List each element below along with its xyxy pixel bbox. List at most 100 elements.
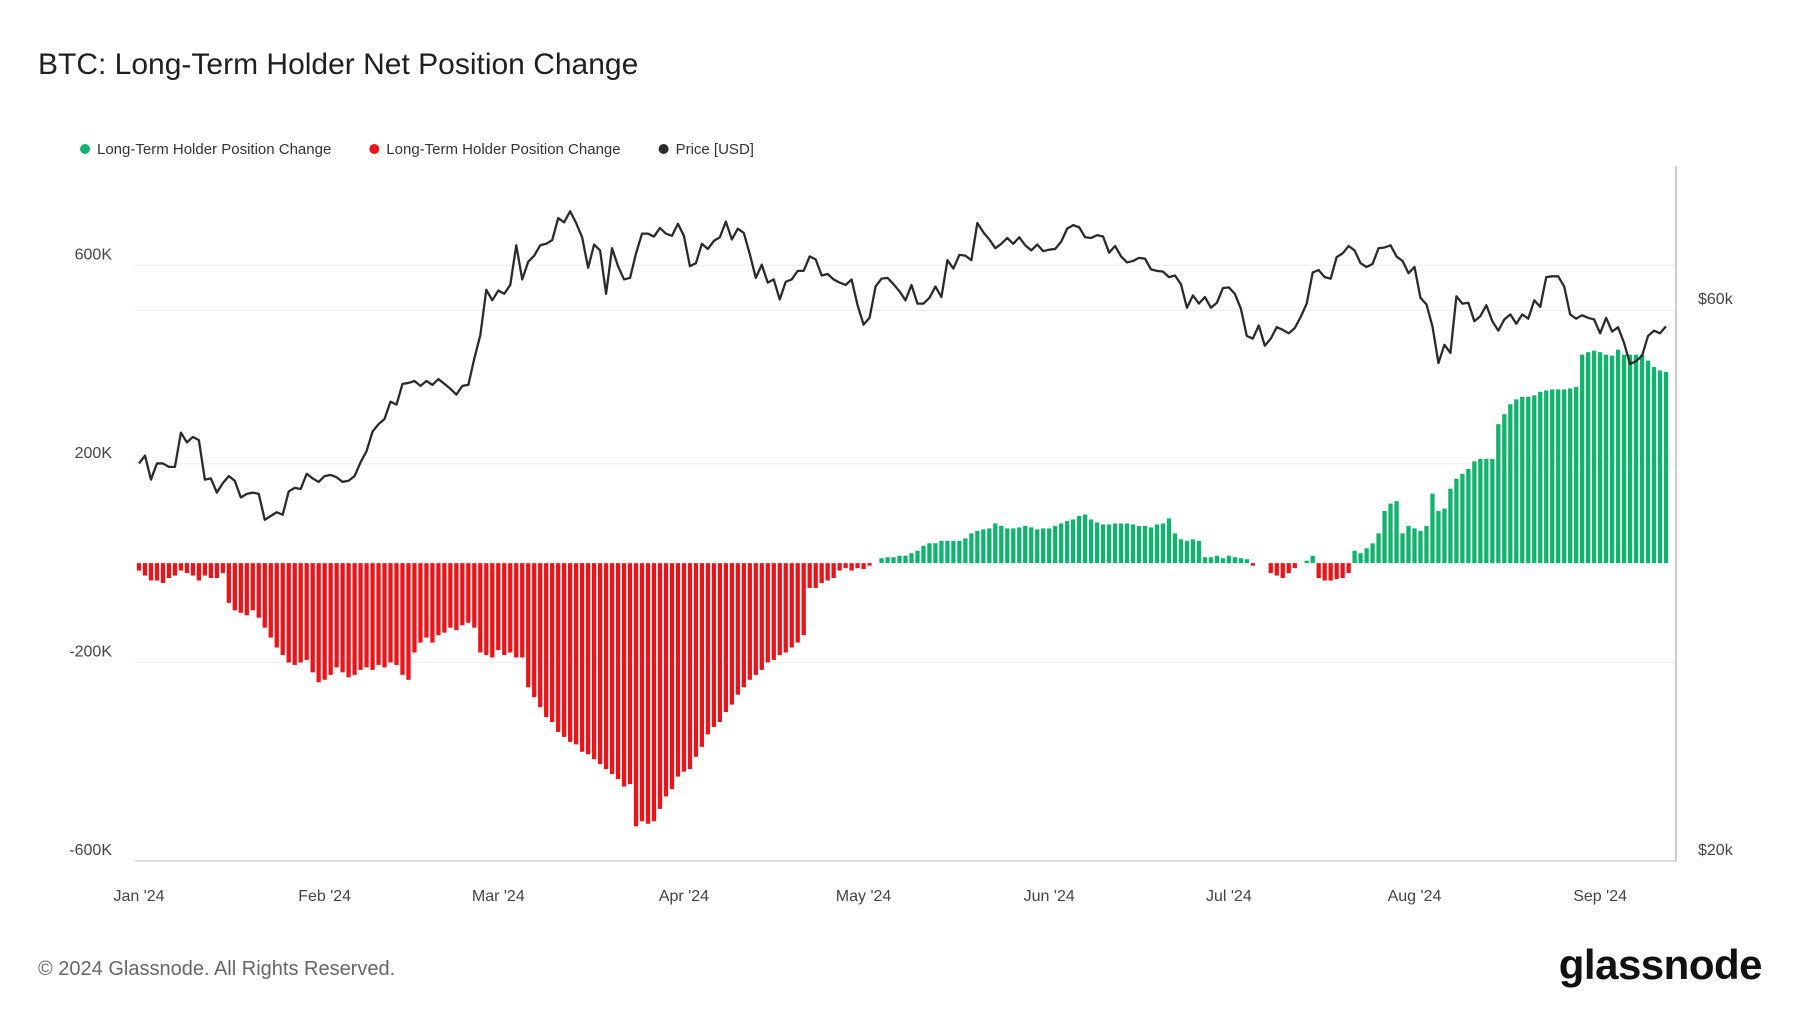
bar (1292, 563, 1297, 569)
bar (1250, 563, 1255, 566)
x-tick-label: Sep '24 (1573, 888, 1627, 905)
bar (358, 563, 363, 670)
bar (1406, 525, 1411, 564)
bar (1160, 523, 1166, 564)
bar (825, 563, 830, 581)
bar (346, 563, 351, 678)
bar (579, 563, 585, 752)
bar (1148, 527, 1154, 564)
bar (1496, 424, 1501, 564)
bar (657, 563, 663, 809)
bar (220, 563, 225, 574)
bar (1562, 389, 1567, 564)
bar (448, 563, 453, 628)
bar (771, 563, 776, 660)
x-tick-label: Feb '24 (298, 888, 351, 905)
bar (1621, 354, 1627, 564)
bar (663, 563, 669, 797)
bar (1208, 557, 1214, 564)
x-tick-label: Jun '24 (1024, 888, 1075, 905)
bar (1232, 557, 1238, 564)
bar (1268, 563, 1273, 574)
bar (1466, 468, 1471, 564)
bar (939, 540, 944, 564)
bar (1645, 360, 1651, 564)
bar (370, 563, 375, 670)
bar (927, 543, 932, 564)
bar (334, 563, 339, 668)
bar (382, 563, 387, 668)
bar (693, 563, 699, 757)
bar (1005, 528, 1010, 564)
bar (502, 563, 507, 655)
bar (1076, 515, 1082, 564)
bar (1166, 518, 1172, 564)
bar (747, 563, 752, 680)
bar (1226, 555, 1232, 564)
bar (1412, 528, 1417, 564)
bar (1065, 520, 1070, 564)
bar (627, 563, 633, 785)
bar (340, 563, 345, 673)
bar (1340, 563, 1345, 579)
bar (1112, 523, 1118, 564)
bar (400, 563, 405, 675)
bar (1142, 525, 1148, 564)
bar (831, 563, 836, 579)
bar (807, 563, 812, 588)
bar (1484, 458, 1489, 564)
bar (172, 563, 178, 576)
bar (1376, 533, 1381, 564)
bar (1436, 511, 1441, 564)
bar (987, 528, 992, 564)
bar (256, 563, 261, 618)
bar (166, 563, 172, 579)
bar (957, 540, 962, 564)
bar (1633, 354, 1639, 564)
bar (909, 553, 914, 564)
bar (1609, 355, 1615, 564)
bar (250, 563, 255, 611)
bar (1478, 458, 1483, 564)
chart-title: BTC: Long-Term Holder Net Position Chang… (38, 48, 638, 81)
bar (562, 563, 567, 737)
bar (729, 563, 734, 705)
bar (705, 563, 711, 735)
bar (352, 563, 357, 675)
bar (1490, 458, 1495, 564)
bar (1591, 350, 1597, 564)
bar (921, 545, 926, 564)
bar (903, 555, 908, 564)
bar (723, 563, 729, 713)
x-tick-label: Jan '24 (113, 888, 164, 905)
bar (160, 563, 166, 583)
bar (1244, 559, 1249, 564)
bar (795, 563, 800, 643)
bar (1274, 563, 1279, 576)
bar (1580, 354, 1585, 564)
bar (735, 563, 740, 695)
legend-label: Price [USD] (676, 141, 754, 158)
bar (154, 563, 160, 581)
y-tick-label: 600K (75, 246, 113, 263)
bar (891, 557, 896, 564)
bar (1508, 404, 1513, 564)
x-tick-label: Apr '24 (659, 888, 709, 905)
bar (1310, 555, 1315, 564)
bar (1370, 543, 1375, 564)
bar (532, 563, 537, 698)
bar (1059, 523, 1064, 564)
bar (645, 563, 651, 824)
bar (1448, 488, 1453, 564)
bar (286, 563, 291, 663)
bar (993, 523, 998, 564)
bar (603, 563, 609, 770)
bar (867, 563, 872, 566)
bar (675, 563, 681, 777)
bar (478, 563, 483, 653)
bar (226, 563, 231, 603)
legend-label: Long-Term Holder Position Change (386, 141, 620, 158)
bar (274, 563, 279, 648)
bar (538, 563, 543, 708)
bar (406, 563, 411, 680)
